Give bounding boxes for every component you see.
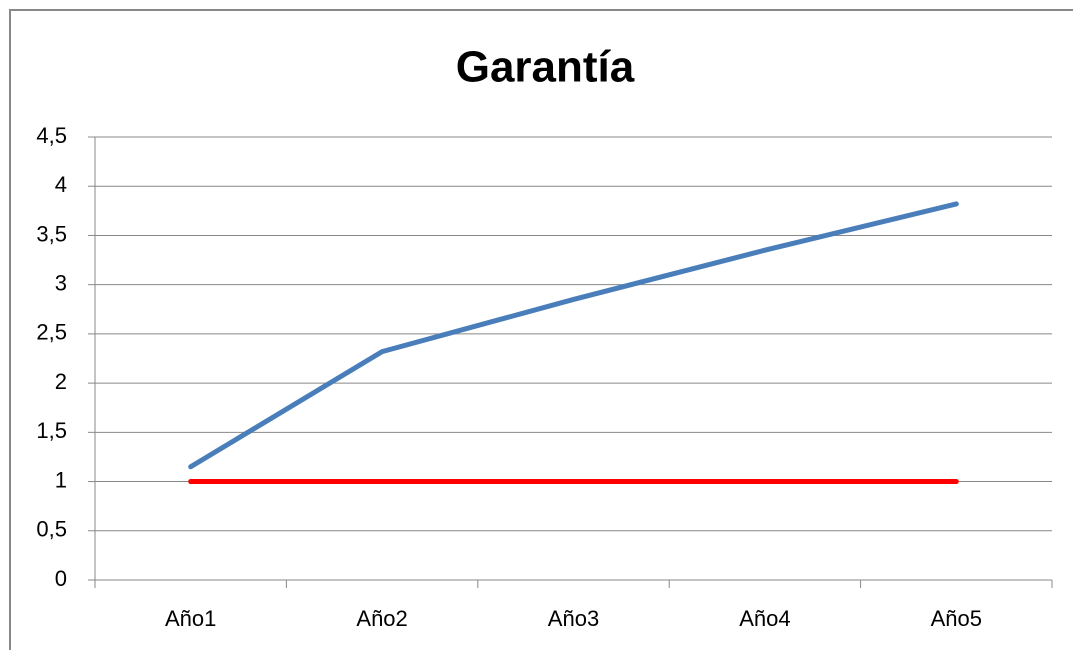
y-tick-label: 3,5	[36, 221, 67, 246]
y-tick-label: 1	[55, 467, 67, 492]
x-tick-label: Año3	[548, 606, 599, 631]
y-tick-label: 3	[55, 270, 67, 295]
data-line	[188, 201, 959, 470]
x-tick-label: Año5	[931, 606, 982, 631]
x-tick-label: Año1	[165, 606, 216, 631]
x-tick-label: Año4	[739, 606, 790, 631]
chart-title: Garantía	[456, 43, 635, 92]
y-tick-label: 0	[55, 566, 67, 591]
y-tick-label: 2,5	[36, 320, 67, 345]
y-tick-label: 0,5	[36, 517, 67, 542]
y-tick-label: 4,5	[36, 123, 67, 148]
y-tick-label: 1,5	[36, 418, 67, 443]
y-tick-label: 4	[55, 172, 67, 197]
y-tick-label: 2	[55, 369, 67, 394]
x-tick-label: Año2	[356, 606, 407, 631]
chart-frame	[9, 9, 1073, 650]
